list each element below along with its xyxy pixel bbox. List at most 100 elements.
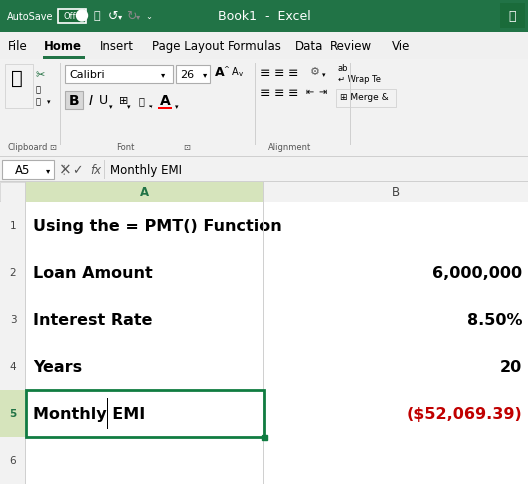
Text: 5: 5 [10, 408, 16, 419]
Text: 2: 2 [10, 268, 16, 278]
Text: ▾: ▾ [322, 72, 325, 78]
Text: ▾: ▾ [136, 12, 140, 21]
Text: 6: 6 [10, 455, 16, 466]
Bar [107, 399, 108, 429]
Text: ×: × [59, 163, 71, 178]
Bar [5, 65, 33, 109]
Text: ▾: ▾ [46, 166, 50, 175]
Text: Font: Font [116, 143, 134, 152]
Bar [43, 57, 85, 60]
Text: ▾: ▾ [118, 12, 122, 21]
Bar [0, 390, 26, 437]
Text: 20: 20 [499, 359, 522, 374]
Bar [25, 390, 26, 437]
Bar [263, 343, 264, 390]
Text: ⌄: ⌄ [145, 12, 152, 21]
Text: ▾: ▾ [161, 70, 165, 79]
Bar [65, 92, 83, 110]
Bar [264, 203, 528, 249]
Bar [0, 182, 26, 203]
Bar [26, 390, 264, 437]
Bar [263, 390, 264, 437]
Text: ≡: ≡ [260, 87, 270, 100]
Text: 📄: 📄 [36, 85, 41, 94]
Bar [0, 249, 26, 296]
Bar [264, 390, 528, 437]
Bar [0, 158, 528, 182]
Text: Loan Amount: Loan Amount [33, 265, 153, 280]
Text: B: B [69, 94, 79, 108]
Text: 26: 26 [180, 70, 194, 80]
Text: ≡: ≡ [260, 67, 270, 80]
Text: Alignment: Alignment [268, 143, 312, 152]
Text: Years: Years [33, 359, 82, 374]
Text: ✂: ✂ [36, 70, 45, 80]
Text: ≡: ≡ [288, 87, 298, 100]
Text: 🔍: 🔍 [508, 10, 516, 23]
Text: ≡: ≡ [288, 67, 298, 80]
Bar [500, 4, 525, 29]
Bar [25, 182, 26, 203]
Text: Using the = PMT() Function: Using the = PMT() Function [33, 219, 282, 233]
Text: 4: 4 [10, 362, 16, 372]
Bar [26, 249, 264, 296]
Bar [255, 64, 256, 146]
Bar [65, 66, 173, 84]
Bar [26, 203, 264, 249]
Text: U: U [98, 94, 108, 107]
Text: A5: A5 [15, 164, 31, 177]
Bar [26, 390, 264, 437]
Bar [0, 182, 528, 203]
Text: I: I [89, 94, 93, 108]
Text: Calibri: Calibri [69, 70, 105, 80]
Text: 1: 1 [10, 221, 16, 231]
Text: ↺: ↺ [108, 10, 118, 23]
Bar [25, 296, 26, 343]
Bar [336, 90, 396, 108]
Bar [26, 296, 264, 343]
Text: ✓: ✓ [72, 164, 82, 177]
Text: 📋: 📋 [36, 97, 41, 106]
Text: Data: Data [295, 40, 323, 53]
Bar [264, 182, 528, 203]
Bar [0, 0, 528, 33]
Bar [158, 108, 172, 110]
Bar [104, 161, 105, 180]
Bar [264, 343, 528, 390]
Text: Page Layout: Page Layout [152, 40, 224, 53]
Bar [264, 296, 528, 343]
Text: ⊞ Merge &: ⊞ Merge & [340, 93, 389, 102]
Text: A: A [232, 67, 239, 77]
Bar [25, 437, 26, 484]
Text: ⬛: ⬛ [94, 12, 101, 21]
Bar [263, 182, 264, 203]
Text: 6,000,000: 6,000,000 [432, 265, 522, 280]
Text: Formulas: Formulas [228, 40, 282, 53]
Text: A: A [140, 186, 149, 199]
Text: Monthly EMI: Monthly EMI [110, 164, 182, 177]
Bar [0, 343, 26, 390]
Bar [261, 435, 267, 439]
Bar [26, 437, 264, 484]
Text: Book1  -  Excel: Book1 - Excel [218, 10, 310, 23]
Bar [264, 437, 528, 484]
Text: ▾: ▾ [149, 104, 153, 110]
Text: Vie: Vie [392, 40, 410, 53]
Bar [263, 249, 264, 296]
Bar [263, 437, 264, 484]
Text: v: v [239, 71, 243, 77]
Bar [263, 203, 264, 249]
Text: Review: Review [330, 40, 372, 53]
Bar [263, 296, 264, 343]
Bar [350, 64, 351, 146]
Text: 🪣: 🪣 [139, 96, 145, 106]
Bar [176, 66, 210, 84]
Bar [0, 33, 528, 60]
Bar [0, 203, 26, 249]
Text: ⇥: ⇥ [318, 87, 326, 97]
Text: ▾: ▾ [47, 99, 51, 105]
Text: ≡: ≡ [274, 87, 285, 100]
Bar [26, 343, 264, 390]
Text: ⊞: ⊞ [119, 96, 128, 106]
Text: ^: ^ [223, 66, 229, 72]
